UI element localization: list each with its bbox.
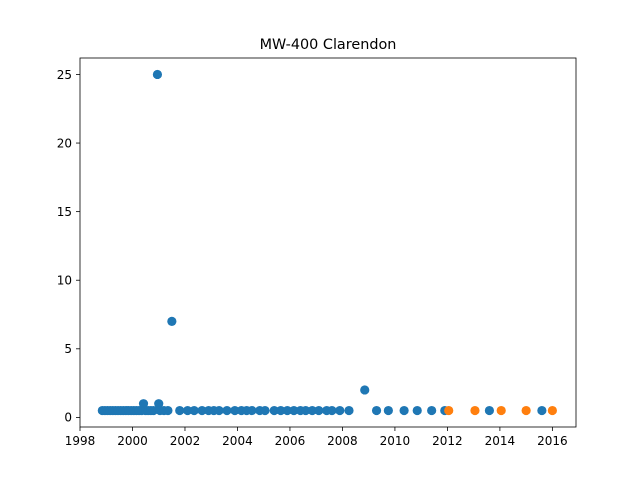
x-tick-label: 2006 <box>275 434 306 448</box>
data-point <box>521 405 531 416</box>
data-point <box>269 405 279 416</box>
x-tick-label: 2016 <box>537 434 568 448</box>
data-point <box>444 405 454 416</box>
y-tick-label: 25 <box>57 68 72 82</box>
data-point <box>260 405 270 416</box>
data-point <box>537 405 547 416</box>
y-tick-label: 5 <box>64 342 72 356</box>
axes: 1998 2000 2002 2004 2006 2008 2010 2012 2014 2016… <box>57 57 577 448</box>
x-tick-label: 2008 <box>327 434 358 448</box>
data-point <box>289 405 299 416</box>
data-point <box>484 405 494 416</box>
data-point <box>183 405 193 416</box>
data-point <box>412 405 422 416</box>
chart-title: MW-400 Clarendon <box>260 37 397 53</box>
data-point <box>148 405 159 416</box>
data-point <box>383 405 393 416</box>
data-point <box>189 405 199 416</box>
x-tick-label: 2004 <box>222 434 253 448</box>
x-tick-label: 2012 <box>432 434 463 448</box>
data-point <box>197 405 207 416</box>
x-tick-label: 2014 <box>485 434 516 448</box>
data-point <box>163 405 173 416</box>
y-tick-label: 15 <box>57 205 72 219</box>
data-point <box>344 405 354 416</box>
data-point <box>547 405 557 416</box>
data-point <box>314 405 324 416</box>
plot-frame <box>79 57 577 428</box>
data-point <box>427 405 437 416</box>
y-tick-label: 0 <box>64 411 72 425</box>
y-tick-label: 10 <box>57 274 72 288</box>
data-point <box>335 405 345 416</box>
data-point <box>301 405 311 416</box>
data-point <box>152 69 163 80</box>
x-tick-label: 2010 <box>380 434 411 448</box>
data-point <box>222 405 232 416</box>
data-point <box>154 399 164 409</box>
data-point <box>371 405 382 416</box>
data-point <box>470 405 480 416</box>
x-tick-label: 2000 <box>117 434 148 448</box>
data-point <box>496 405 506 416</box>
data-point <box>230 405 240 416</box>
data-point <box>399 405 409 416</box>
data-point <box>307 405 317 416</box>
x-tick-label: 1998 <box>65 434 96 448</box>
data-point <box>247 405 257 416</box>
data-point <box>276 405 286 416</box>
data-point <box>214 405 224 416</box>
data-points <box>97 69 557 416</box>
data-point <box>360 385 370 395</box>
x-tick-label: 2002 <box>170 434 201 448</box>
data-point <box>282 405 292 416</box>
y-tick-label: 20 <box>57 136 72 150</box>
data-point <box>167 316 177 326</box>
data-point <box>175 405 185 416</box>
data-point <box>327 405 337 416</box>
